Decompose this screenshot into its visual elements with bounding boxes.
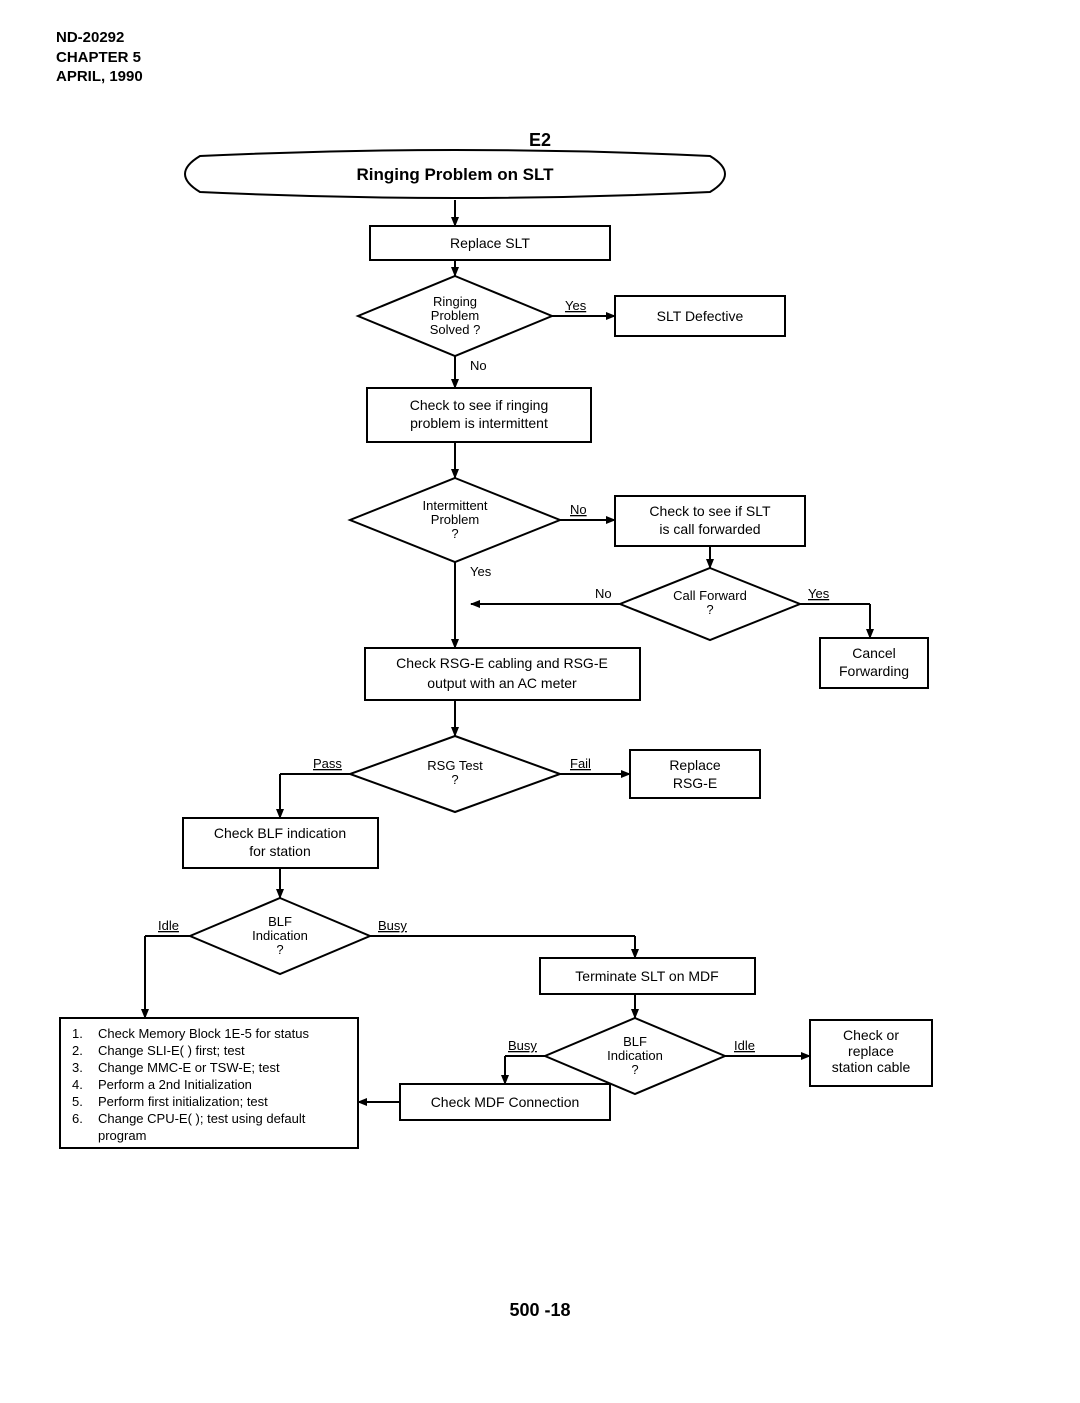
svg-text:Intermittent: Intermittent: [422, 498, 487, 513]
svg-text:Perform first initialization;: Perform first initialization; test: [98, 1094, 268, 1109]
svg-text:station cable: station cable: [832, 1059, 911, 1075]
edge-idle-2: Idle: [734, 1038, 755, 1053]
page-number: 500 -18: [0, 1300, 1080, 1321]
edge-busy-2: Busy: [508, 1038, 537, 1053]
node-blf2: BLF Indication ?: [545, 1018, 725, 1094]
header-line3: APRIL, 1990: [56, 68, 143, 85]
doc-header: ND-20292 CHAPTER 5 APRIL, 1990: [56, 28, 143, 87]
node-slt-defective: SLT Defective: [615, 296, 785, 336]
node-check-rsg: Check RSG-E cabling and RSG-E output wit…: [365, 648, 640, 700]
edge-idle-1: Idle: [158, 918, 179, 933]
node-blf1: BLF Indication ?: [190, 898, 370, 974]
node-cancel-fwd: Cancel Forwarding: [820, 638, 928, 688]
header-line2: CHAPTER 5: [56, 49, 141, 66]
node-check-intermittent: Check to see if ringing problem is inter…: [367, 388, 591, 442]
svg-text:RSG-E: RSG-E: [673, 775, 717, 791]
svg-text:?: ?: [706, 602, 713, 617]
node-check-blf: Check BLF indication for station: [183, 818, 378, 868]
flowchart: Ringing Problem on SLT Replace SLT Ringi…: [0, 148, 1080, 1268]
svg-text:Check or: Check or: [843, 1027, 899, 1043]
svg-text:Terminate SLT on MDF: Terminate SLT on MDF: [575, 968, 718, 984]
edge-yes-3: Yes: [470, 564, 492, 579]
header-line1: ND-20292: [56, 29, 124, 46]
edge-busy-1: Busy: [378, 918, 407, 933]
svg-text:Solved ?: Solved ?: [430, 322, 481, 337]
svg-text:Check to see if ringing: Check to see if ringing: [410, 397, 549, 413]
edge-no-2: No: [570, 502, 587, 517]
svg-text:output with an AC meter: output with an AC meter: [427, 675, 577, 691]
node-start: Ringing Problem on SLT: [185, 150, 725, 198]
node-terminate-mdf: Terminate SLT on MDF: [540, 958, 755, 994]
svg-text:6.: 6.: [72, 1111, 83, 1126]
edge-no-3: No: [595, 586, 612, 601]
svg-text:problem is intermittent: problem is intermittent: [410, 415, 548, 431]
svg-text:?: ?: [451, 772, 458, 787]
svg-text:SLT Defective: SLT Defective: [657, 308, 744, 324]
svg-text:Check to see if SLT: Check to see if SLT: [649, 503, 771, 519]
svg-text:?: ?: [631, 1062, 638, 1077]
svg-text:Forwarding: Forwarding: [839, 663, 909, 679]
svg-text:4.: 4.: [72, 1077, 83, 1092]
svg-text:program: program: [98, 1128, 146, 1143]
svg-text:Change MMC-E or TSW-E; test: Change MMC-E or TSW-E; test: [98, 1060, 280, 1075]
svg-text:Check BLF indication: Check BLF indication: [214, 825, 346, 841]
svg-text:Cancel: Cancel: [852, 645, 896, 661]
svg-text:Ringing: Ringing: [433, 294, 477, 309]
svg-text:Indication: Indication: [607, 1048, 663, 1063]
edge-no-1: No: [470, 358, 487, 373]
svg-text:Change SLI-E( ) first; test: Change SLI-E( ) first; test: [98, 1043, 245, 1058]
svg-text:2.: 2.: [72, 1043, 83, 1058]
node-replace-slt-label: Replace SLT: [450, 235, 530, 251]
node-check-cable: Check or replace station cable: [810, 1020, 932, 1086]
svg-text:Check Memory Block 1E-5 for st: Check Memory Block 1E-5 for status: [98, 1026, 309, 1041]
svg-text:3.: 3.: [72, 1060, 83, 1075]
svg-text:?: ?: [276, 942, 283, 957]
node-replace-slt: Replace SLT: [370, 226, 610, 260]
svg-text:Change CPU-E( ); test using de: Change CPU-E( ); test using default: [98, 1111, 306, 1126]
svg-text:Problem: Problem: [431, 512, 479, 527]
node-replace-rsg: Replace RSG-E: [630, 750, 760, 798]
node-start-label: Ringing Problem on SLT: [356, 165, 554, 184]
svg-text:Replace: Replace: [669, 757, 721, 773]
svg-text:BLF: BLF: [268, 914, 292, 929]
edge-pass: Pass: [313, 756, 342, 771]
node-rsg-test: RSG Test ?: [350, 736, 560, 812]
node-final-steps: 1. Check Memory Block 1E-5 for status 2.…: [60, 1018, 358, 1148]
node-check-mdf: Check MDF Connection: [400, 1084, 610, 1120]
edge-fail: Fail: [570, 756, 591, 771]
svg-text:RSG Test: RSG Test: [427, 758, 483, 773]
svg-text:5.: 5.: [72, 1094, 83, 1109]
node-intermittent: Intermittent Problem ?: [350, 478, 560, 562]
node-ringing-solved: Ringing Problem Solved ?: [358, 276, 552, 356]
svg-text:for station: for station: [249, 843, 310, 859]
svg-text:Perform a 2nd Initialization: Perform a 2nd Initialization: [98, 1077, 252, 1092]
svg-text:is call forwarded: is call forwarded: [659, 521, 760, 537]
svg-text:1.: 1.: [72, 1026, 83, 1041]
edge-yes-2: Yes: [808, 586, 830, 601]
svg-text:BLF: BLF: [623, 1034, 647, 1049]
node-call-forward: Call Forward ?: [620, 568, 800, 640]
page: ND-20292 CHAPTER 5 APRIL, 1990 E2 Ringin…: [0, 0, 1080, 1403]
svg-text:Check MDF Connection: Check MDF Connection: [431, 1094, 580, 1110]
svg-text:?: ?: [451, 526, 458, 541]
node-check-cf: Check to see if SLT is call forwarded: [615, 496, 805, 546]
svg-text:Indication: Indication: [252, 928, 308, 943]
svg-text:Problem: Problem: [431, 308, 479, 323]
svg-text:replace: replace: [848, 1043, 894, 1059]
svg-text:Check RSG-E cabling and RSG-E: Check RSG-E cabling and RSG-E: [396, 655, 608, 671]
svg-text:Call Forward: Call Forward: [673, 588, 747, 603]
edge-yes-1: Yes: [565, 298, 587, 313]
